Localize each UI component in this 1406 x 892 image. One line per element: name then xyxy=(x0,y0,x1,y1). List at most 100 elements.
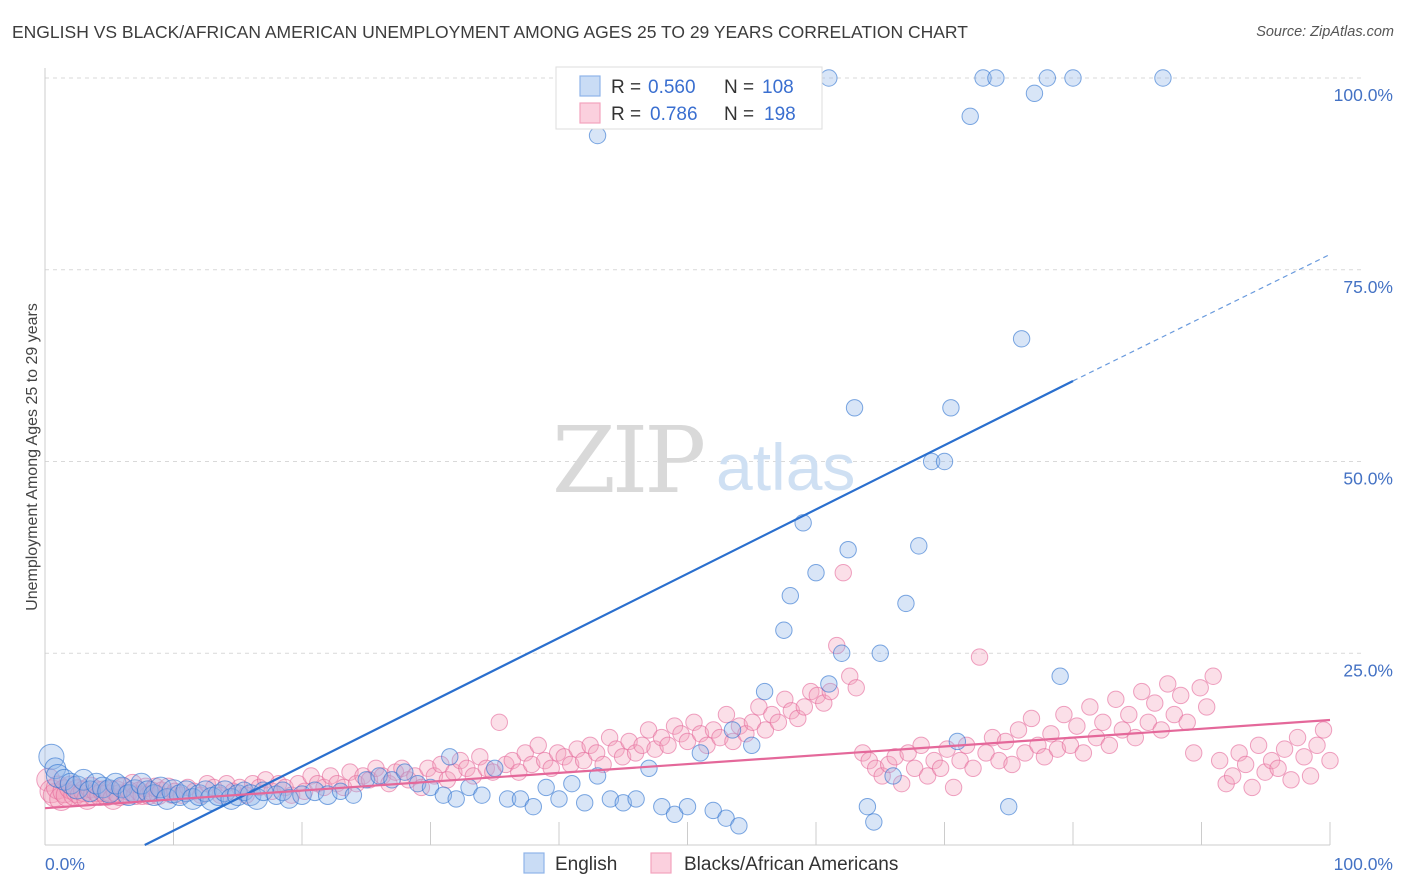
english-point xyxy=(704,801,722,820)
black-point xyxy=(1016,744,1034,762)
english-point xyxy=(935,452,954,471)
bottom-legend-black: Blacks/African Americans xyxy=(684,854,898,875)
english-point xyxy=(627,790,645,808)
black-point xyxy=(1152,721,1170,739)
black-point xyxy=(834,564,852,582)
english-point xyxy=(974,69,992,87)
legend-n-value-black: 198 xyxy=(764,104,796,125)
legend-n-label-black: N = xyxy=(724,104,754,125)
english-point xyxy=(775,621,793,639)
english-point xyxy=(1038,69,1057,87)
black-point xyxy=(977,744,995,762)
english-point xyxy=(717,809,735,827)
black-point xyxy=(1301,767,1320,785)
english-point xyxy=(434,786,453,804)
black-point xyxy=(983,728,1002,747)
black-point xyxy=(1107,690,1125,708)
english-point xyxy=(38,743,65,770)
black-point xyxy=(970,648,989,666)
bottom-legend-english: English xyxy=(555,854,617,875)
english-point xyxy=(588,126,607,145)
black-point xyxy=(529,736,547,754)
black-point xyxy=(743,713,762,731)
black-point xyxy=(1314,721,1333,739)
black-point xyxy=(613,748,632,766)
black-point xyxy=(795,698,814,716)
y-tick-label: 100.0% xyxy=(1334,85,1393,105)
black-point xyxy=(1288,728,1307,747)
english-point xyxy=(614,794,632,812)
english-point xyxy=(730,817,748,835)
black-point xyxy=(1146,694,1164,712)
english-point xyxy=(845,399,864,417)
legend-swatch-black xyxy=(579,102,601,124)
english-point xyxy=(563,774,581,793)
english-point xyxy=(897,594,915,613)
watermark-zip: ZIP xyxy=(552,407,703,514)
english-point xyxy=(678,797,697,816)
english-point xyxy=(961,107,979,126)
black-point xyxy=(1048,740,1067,758)
black-point xyxy=(523,755,541,774)
english-point xyxy=(1051,667,1069,685)
english-point xyxy=(588,767,607,785)
black-point xyxy=(490,713,508,731)
black-point xyxy=(1204,667,1222,685)
black-point xyxy=(1210,751,1229,770)
black-trend-line xyxy=(44,718,1331,810)
black-point xyxy=(847,679,865,697)
trend-lines xyxy=(44,253,1331,846)
english-point xyxy=(344,786,363,804)
english-point xyxy=(691,744,710,762)
english-point xyxy=(743,736,761,754)
black-point xyxy=(1178,713,1196,731)
black-point xyxy=(886,748,904,766)
y-tick-label: 50.0% xyxy=(1343,469,1393,489)
black-point xyxy=(1133,682,1151,701)
black-point xyxy=(1243,778,1261,797)
black-point xyxy=(1074,744,1093,762)
english-point xyxy=(511,790,530,808)
black-point xyxy=(659,736,677,754)
axes xyxy=(44,68,1331,846)
english-point xyxy=(421,778,440,797)
black-point xyxy=(1223,767,1242,785)
english-point xyxy=(942,399,960,417)
gridlines xyxy=(45,77,1365,654)
y-tick-label: 25.0% xyxy=(1343,660,1393,680)
english-point xyxy=(884,767,902,785)
black-point xyxy=(1055,705,1073,724)
black-point xyxy=(944,778,963,797)
english-point xyxy=(576,794,594,812)
legend-r-value-black: 0.786 xyxy=(650,104,698,125)
legend-r-label-black: R = xyxy=(611,104,641,125)
english-point xyxy=(266,785,287,805)
english-point xyxy=(640,759,658,777)
english-point xyxy=(839,541,857,559)
legend-swatch-english xyxy=(579,75,601,97)
y-axis-title: Unemployment Among Ages 25 to 29 years xyxy=(24,303,41,611)
black-point xyxy=(756,721,775,739)
black-point xyxy=(912,736,930,754)
black-point xyxy=(633,736,651,754)
black-point xyxy=(1321,751,1339,770)
bottom-legend-swatch-english xyxy=(523,852,545,874)
black-point xyxy=(951,751,969,770)
source-label: Source: ZipAtlas.com xyxy=(1256,24,1394,40)
english-point xyxy=(473,786,491,804)
black-point xyxy=(639,721,658,739)
english-point xyxy=(44,757,67,780)
black-point xyxy=(931,759,950,777)
black-point xyxy=(1035,748,1054,766)
english-point xyxy=(524,797,542,816)
black-point xyxy=(1165,705,1183,724)
english-trend-line xyxy=(144,379,1074,846)
black-point xyxy=(905,759,924,777)
black-point xyxy=(717,705,736,724)
english-point xyxy=(665,805,684,824)
english-point xyxy=(820,675,838,693)
black-point xyxy=(1120,705,1138,724)
english-point xyxy=(755,682,774,701)
legend-n-value-english: 108 xyxy=(762,77,794,98)
